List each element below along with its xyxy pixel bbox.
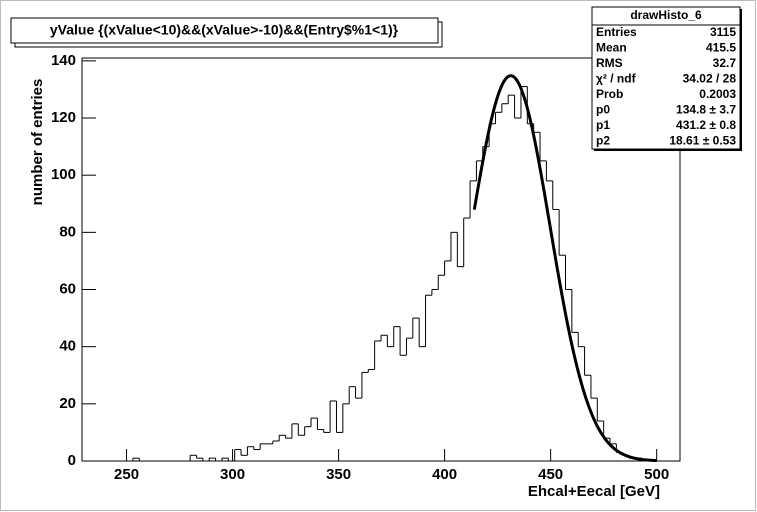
- y-tick-label: 120: [51, 109, 76, 126]
- y-tick-label: 100: [51, 166, 76, 183]
- stats-label: RMS: [596, 56, 623, 70]
- stats-label: p2: [596, 133, 610, 147]
- stats-value: 34.02 / 28: [683, 71, 737, 85]
- stats-value: 3115: [710, 25, 736, 39]
- stats-label: Prob: [596, 87, 623, 101]
- stats-label: p1: [596, 118, 610, 132]
- stats-value: 32.7: [713, 56, 737, 70]
- stats-value: 18.61 ± 0.53: [669, 133, 736, 147]
- chart-title: yValue {(xValue<10)&&(xValue>-10)&&(Entr…: [50, 22, 399, 38]
- stats-box: drawHisto_6 Entries 3115 Mean 415.5 RMS 32.7 χ²…: [591, 6, 742, 151]
- y-tick-label: 0: [68, 452, 76, 469]
- x-axis-title: Ehcal+Eecal [GeV]: [528, 483, 660, 500]
- fit-curve: [472, 74, 657, 463]
- stats-label: p0: [596, 102, 610, 116]
- y-tick-label: 20: [59, 395, 76, 412]
- stats-value: 0.2003: [699, 87, 736, 101]
- title-box: [10, 17, 439, 44]
- x-tick-label: 500: [644, 466, 669, 483]
- x-tick-label: 300: [220, 466, 245, 483]
- stats-label: Mean: [596, 40, 627, 54]
- y-tick-label: 40: [59, 338, 76, 355]
- x-tick-label: 250: [114, 466, 139, 483]
- stats-value: 134.8 ± 3.7: [676, 102, 736, 116]
- y-tick-label: 140: [51, 52, 76, 69]
- x-tick-label: 350: [326, 466, 351, 483]
- stats-value: 415.5: [706, 40, 736, 54]
- stats-label: Entries: [596, 25, 637, 39]
- stats-value: 431.2 ± 0.8: [676, 118, 736, 132]
- x-tick-label: 400: [432, 466, 457, 483]
- stats-title: drawHisto_6: [630, 8, 702, 22]
- y-tick-label: 60: [59, 280, 76, 297]
- stats-frame: [591, 6, 741, 150]
- x-tick-label: 450: [538, 466, 563, 483]
- plot-frame: [81, 57, 681, 462]
- y-tick-label: 80: [59, 223, 76, 240]
- stats-label: χ² / ndf: [596, 71, 637, 85]
- y-axis-title: number of entries: [29, 79, 46, 206]
